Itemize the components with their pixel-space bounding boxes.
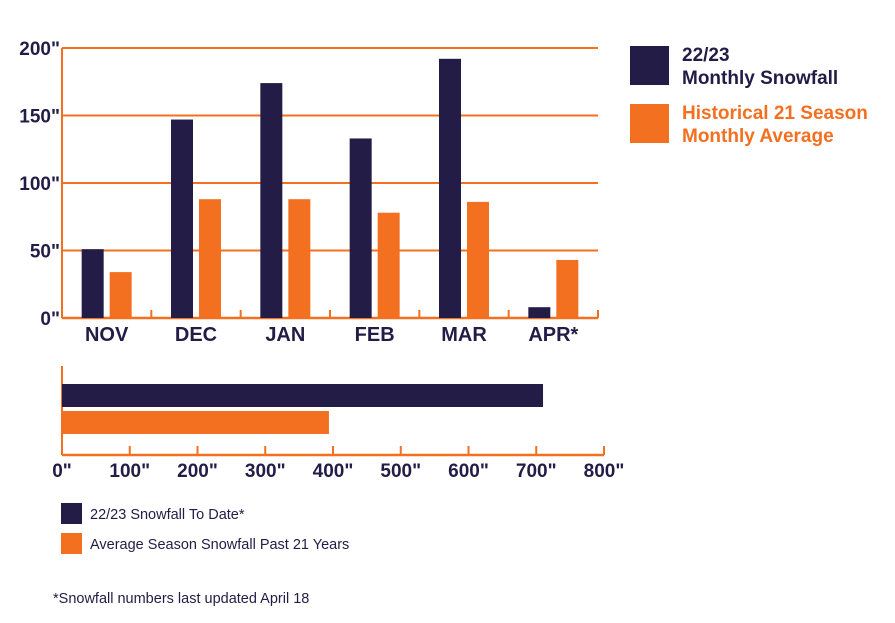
- category-label: NOV: [85, 324, 129, 346]
- bar-snowfall-to-date: [62, 384, 544, 407]
- x-tick-label: 100": [109, 461, 150, 482]
- bar-average-mar: [467, 201, 489, 318]
- legend-swatch: [630, 104, 669, 143]
- bar-average-season: [62, 411, 329, 434]
- y-tick-label: 150": [19, 107, 60, 128]
- legend-swatch: [630, 46, 669, 85]
- bar-snowfall-feb: [349, 138, 372, 318]
- x-tick-label: 300": [245, 461, 286, 482]
- y-tick-label: 200": [19, 39, 60, 60]
- legend-label: 22/23: [682, 45, 730, 66]
- x-tick-label: 400": [313, 461, 354, 482]
- y-tick-label: 50": [30, 242, 60, 263]
- bar-snowfall-apr: [528, 307, 551, 318]
- footnote: *Snowfall numbers last updated April 18: [53, 591, 309, 607]
- category-label: DEC: [175, 324, 217, 346]
- bar-average-nov: [109, 272, 132, 318]
- bar-average-dec: [199, 199, 221, 318]
- y-tick-label: 100": [19, 174, 60, 195]
- legend-swatch: [61, 503, 82, 524]
- bar-average-feb: [377, 212, 400, 318]
- bar-snowfall-dec: [171, 119, 193, 318]
- legend-label: Monthly Snowfall: [682, 68, 838, 89]
- legend-label: Average Season Snowfall Past 21 Years: [90, 537, 349, 553]
- x-tick-label: 500": [380, 461, 421, 482]
- x-tick-label: 0": [52, 461, 72, 482]
- category-label: JAN: [265, 324, 305, 346]
- legend-label: 22/23 Snowfall To Date*: [90, 507, 245, 523]
- season-chart: 0" 100" 200" 300" 400" 500" 600" 700" 800" 22/23 …: [52, 366, 624, 554]
- category-label: MAR: [441, 324, 487, 346]
- category-label: APR*: [528, 324, 578, 346]
- x-tick-label: 200": [177, 461, 218, 482]
- y-tick-label: 0": [40, 309, 60, 330]
- season-legend: 22/23 Snowfall To Date* Average Season Sn…: [61, 503, 349, 554]
- legend-label: Historical 21 Season: [682, 103, 868, 124]
- bar-average-jan: [288, 199, 311, 318]
- bar-snowfall-mar: [439, 58, 461, 319]
- x-tick-label: 800": [584, 461, 625, 482]
- bar-snowfall-nov: [81, 249, 104, 318]
- x-tick-label: 700": [516, 461, 557, 482]
- monthly-chart: 0" 50" 100" 150" 200" NOV DEC JAN FEB MAR APR* 22/2…: [19, 39, 868, 346]
- category-label: FEB: [355, 324, 395, 346]
- legend-label: Monthly Average: [682, 126, 834, 147]
- x-tick-label: 600": [448, 461, 489, 482]
- legend-swatch: [61, 533, 82, 554]
- bar-average-apr: [556, 259, 579, 318]
- bar-snowfall-jan: [260, 83, 283, 318]
